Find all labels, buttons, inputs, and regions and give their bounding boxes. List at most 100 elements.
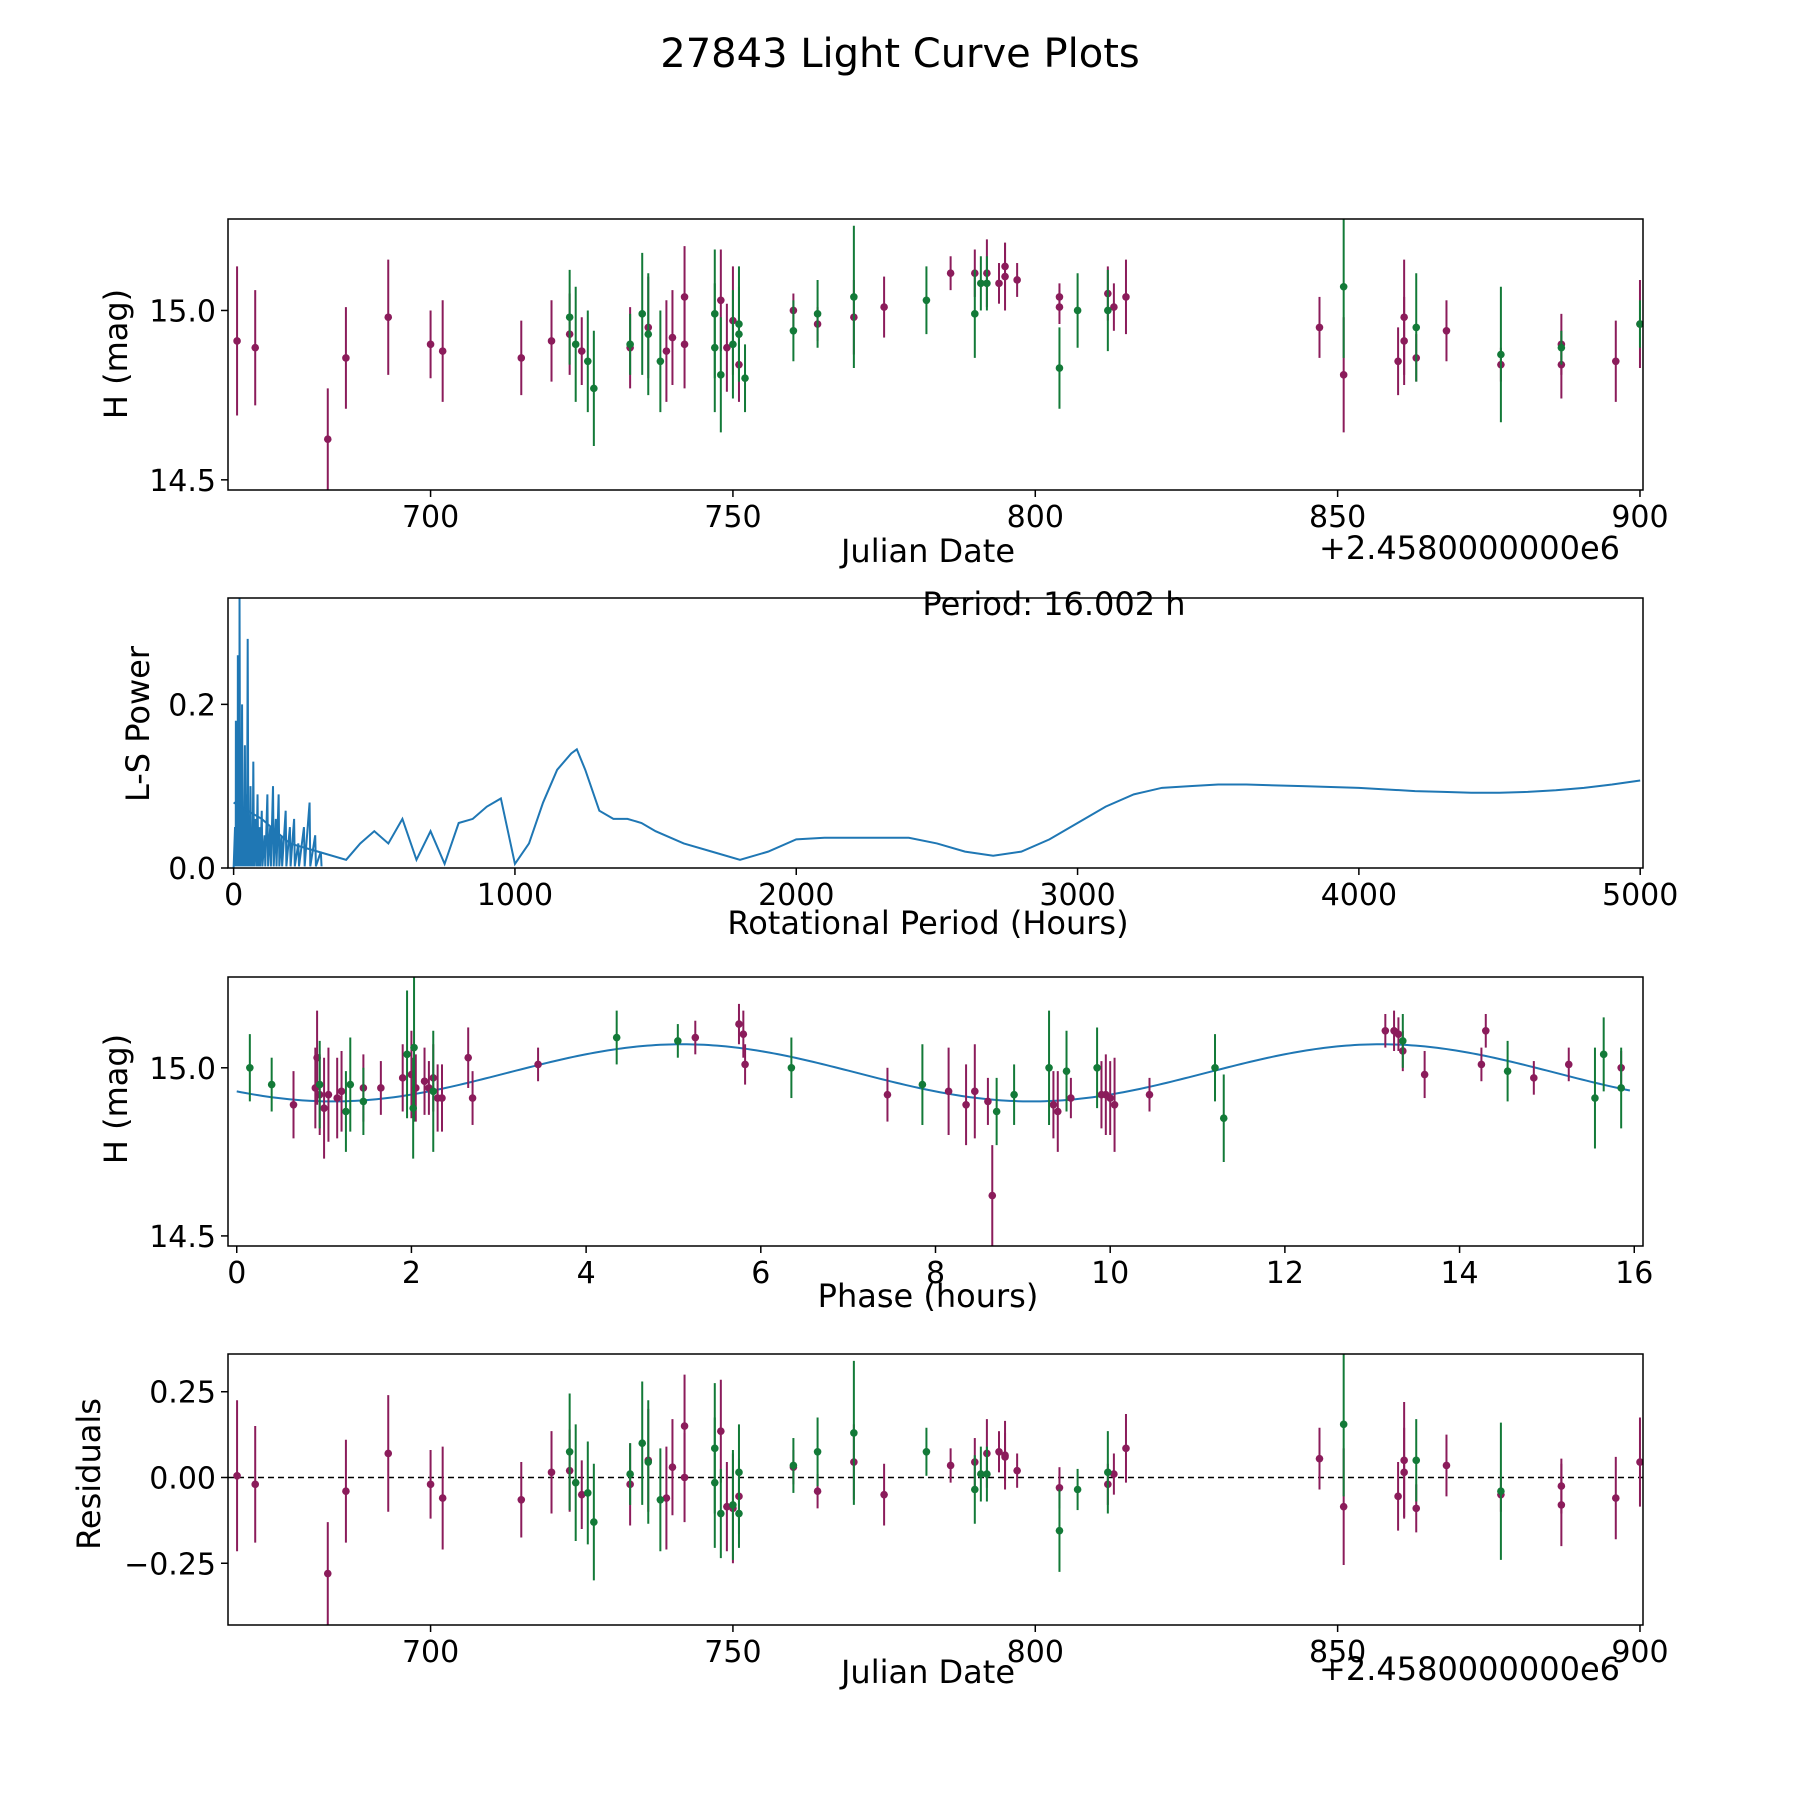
residuals-point-band_a <box>1400 1456 1408 1465</box>
residuals-point-band_b <box>729 1501 737 1509</box>
phased-point-band_a <box>741 1060 749 1069</box>
phased-xtick-label: 12 <box>1266 1256 1304 1291</box>
residuals-point-band_a <box>1315 1454 1324 1463</box>
lightcurve-xtick-label: 900 <box>1611 500 1668 535</box>
periodogram-ytick-label: 0.2 <box>168 688 216 723</box>
phased-point-band_a <box>324 1090 333 1099</box>
residuals-point-band_a <box>1339 1502 1348 1511</box>
model-curve <box>236 1043 1631 1103</box>
phased-point-band_a <box>1145 1090 1154 1099</box>
phased-point-band_a <box>468 1094 477 1102</box>
residuals-point-band_b <box>1339 1420 1348 1429</box>
lightcurve-point-band_b <box>644 330 653 338</box>
residuals-point-band_a <box>1636 1458 1643 1466</box>
lightcurve-point-band_b <box>1339 282 1348 291</box>
residuals-point-band_b <box>717 1509 725 1518</box>
phased-xtick-label: 8 <box>926 1256 945 1291</box>
residuals-point-band_a <box>717 1427 725 1435</box>
residuals-point-band_b <box>626 1470 634 1478</box>
residuals-point-band_a <box>577 1490 586 1499</box>
residuals-point-band_a <box>323 1569 332 1578</box>
residuals-point-band_b <box>1055 1526 1064 1535</box>
phased-point-band_b <box>267 1080 276 1089</box>
residuals-point-band_b <box>710 1478 719 1487</box>
lightcurve-point-band_b <box>717 371 725 379</box>
lightcurve-point-band_a <box>577 347 586 355</box>
lightcurve-plot: Julian Date +2.4580000000e6 H (mag) 700 7… <box>97 218 1669 570</box>
lightcurve-point-band_a <box>1442 326 1451 335</box>
residuals-point-band_a <box>1110 1470 1118 1478</box>
phased-point-band_b <box>1617 1084 1625 1092</box>
lightcurve-point-band_a <box>662 347 671 355</box>
lightcurve-point-band_b <box>850 293 858 301</box>
periodogram-xlabel: Rotational Period (Hours) <box>727 904 1128 942</box>
residuals-data-layer <box>228 1354 1643 1625</box>
lightcurve-point-band_b <box>1412 323 1421 332</box>
lightcurve-point-band_b <box>729 340 737 349</box>
residuals-point-band_b <box>850 1429 858 1437</box>
lightcurve-point-band_a <box>1122 293 1130 301</box>
residuals-point-band_a <box>342 1487 350 1496</box>
residuals-xlabel: Julian Date <box>839 1653 1015 1691</box>
phased-point-band_a <box>1381 1027 1390 1035</box>
periodogram-plot: Rotational Period (Hours) Period: 16.002… <box>119 585 1678 942</box>
lightcurve-point-band_b <box>741 374 749 383</box>
residuals-ytick-label: 0.25 <box>149 1376 216 1411</box>
lightcurve-xtick-label: 800 <box>1007 500 1064 535</box>
lightcurve-point-band_b <box>971 310 979 318</box>
periodogram-data-layer <box>232 598 1641 868</box>
lightcurve-point-band_a <box>1394 357 1402 366</box>
lightcurve-point-band_a <box>342 354 350 362</box>
lightcurve-ytick-label: 14.5 <box>149 464 216 499</box>
residuals-point-band_b <box>656 1495 665 1504</box>
lightcurve-point-band_b <box>571 340 580 349</box>
lightcurve-point-band_a <box>680 293 689 301</box>
lightcurve-point-band_b <box>590 384 598 393</box>
residuals-point-band_a <box>1412 1504 1421 1513</box>
phased-point-band_b <box>1045 1063 1053 1072</box>
lightcurve-ytick-label: 15.0 <box>149 294 216 329</box>
residuals-axes-frame <box>227 1353 1644 1626</box>
phased-point-band_b <box>1062 1067 1071 1075</box>
phased-point-band_a <box>1067 1094 1075 1102</box>
phased-point-band_a <box>962 1100 970 1109</box>
phased-point-band_a <box>1481 1027 1490 1035</box>
residuals-xtick-label: 800 <box>1007 1635 1064 1670</box>
lightcurve-point-band_a <box>1557 360 1566 369</box>
lightcurve-point-band_b <box>626 340 634 349</box>
phased-plot: Phase (hours) H (mag) 0 2 4 6 8 10 12 14 16 14.5 1… <box>97 976 1653 1315</box>
phased-point-band_a <box>1564 1060 1573 1069</box>
phased-point-band_a <box>984 1097 992 1106</box>
phased-point-band_a <box>1530 1074 1538 1082</box>
lightcurve-point-band_b <box>638 310 647 318</box>
lightcurve-xtick-label: 700 <box>402 500 459 535</box>
phased-point-band_a <box>1477 1060 1486 1069</box>
lightcurve-axes-frame <box>227 218 1644 491</box>
lightcurve-point-band_b <box>583 357 592 366</box>
residuals-point-band_b <box>1104 1468 1112 1477</box>
lightcurve-ylabel: H (mag) <box>97 289 135 419</box>
residuals-point-band_a <box>1001 1451 1009 1459</box>
lightcurve-point-band_a <box>880 303 888 311</box>
lightcurve-point-band_b <box>710 343 719 352</box>
lightcurve-point-band_b <box>1073 306 1082 315</box>
residuals-point-band_a <box>813 1487 822 1496</box>
residuals-point-band_b <box>789 1461 798 1470</box>
lightcurve-point-band_b <box>656 357 665 366</box>
residuals-point-band_a <box>946 1461 955 1470</box>
lightcurve-xtick-label: 850 <box>1309 500 1366 535</box>
lightcurve-point-band_b <box>789 326 798 335</box>
residuals-point-band_a <box>662 1494 671 1502</box>
lightcurve-point-band_a <box>946 269 955 278</box>
phased-point-band_b <box>1010 1090 1018 1099</box>
lightcurve-point-band_a <box>1110 303 1118 311</box>
lightcurve-point-band_a <box>384 313 393 322</box>
lightcurve-point-band_a <box>717 296 725 305</box>
lightcurve-point-band_a <box>1001 272 1009 281</box>
phased-ylabel: H (mag) <box>97 1034 135 1164</box>
lightcurve-xtick-label: 750 <box>704 500 761 535</box>
phased-point-band_b <box>1599 1050 1608 1059</box>
periodogram-axes-frame <box>227 597 1644 869</box>
phased-data-layer <box>236 977 1631 1246</box>
lightcurve-point-band_a <box>1400 313 1408 322</box>
